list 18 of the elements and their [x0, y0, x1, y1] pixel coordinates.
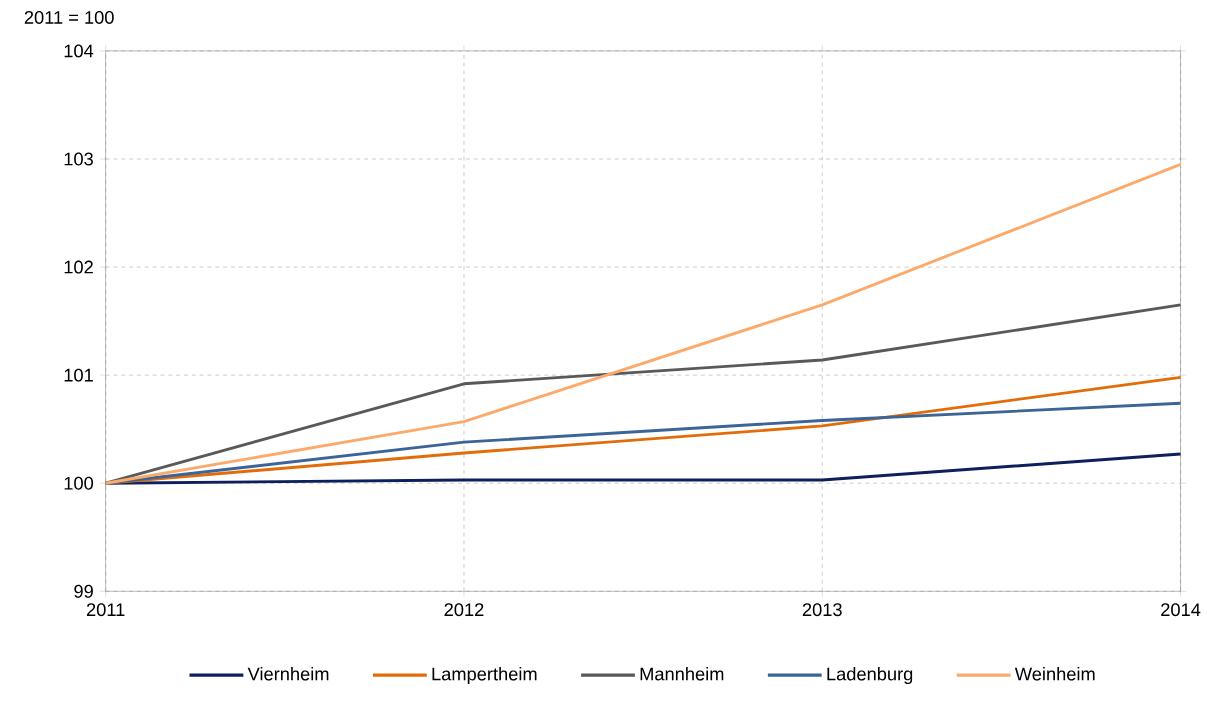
legend-label: Lampertheim	[432, 667, 537, 685]
y-tick-label: 101	[64, 368, 93, 382]
x-tick-label: 2014	[1161, 603, 1201, 617]
y-tick-label: 102	[64, 260, 93, 274]
y-tick-label: 99	[74, 584, 93, 598]
y-axis-title: 2011 = 100	[24, 10, 114, 24]
line-series	[104, 163, 1183, 485]
legend-label: Mannheim	[640, 667, 724, 681]
y-tick-label: 103	[64, 152, 93, 166]
y-tick-label: 100	[64, 476, 94, 490]
legend-label: Weinheim	[1014, 667, 1095, 681]
line-series	[104, 303, 1183, 485]
legend-label: Ladenburg	[827, 667, 913, 685]
y-tick-label: 104	[64, 44, 94, 58]
x-tick-label: 2013	[802, 603, 842, 617]
legend-label: Viernheim	[247, 667, 329, 681]
x-tick-label: 2011	[86, 603, 125, 617]
x-tick-label: 2012	[444, 603, 484, 617]
